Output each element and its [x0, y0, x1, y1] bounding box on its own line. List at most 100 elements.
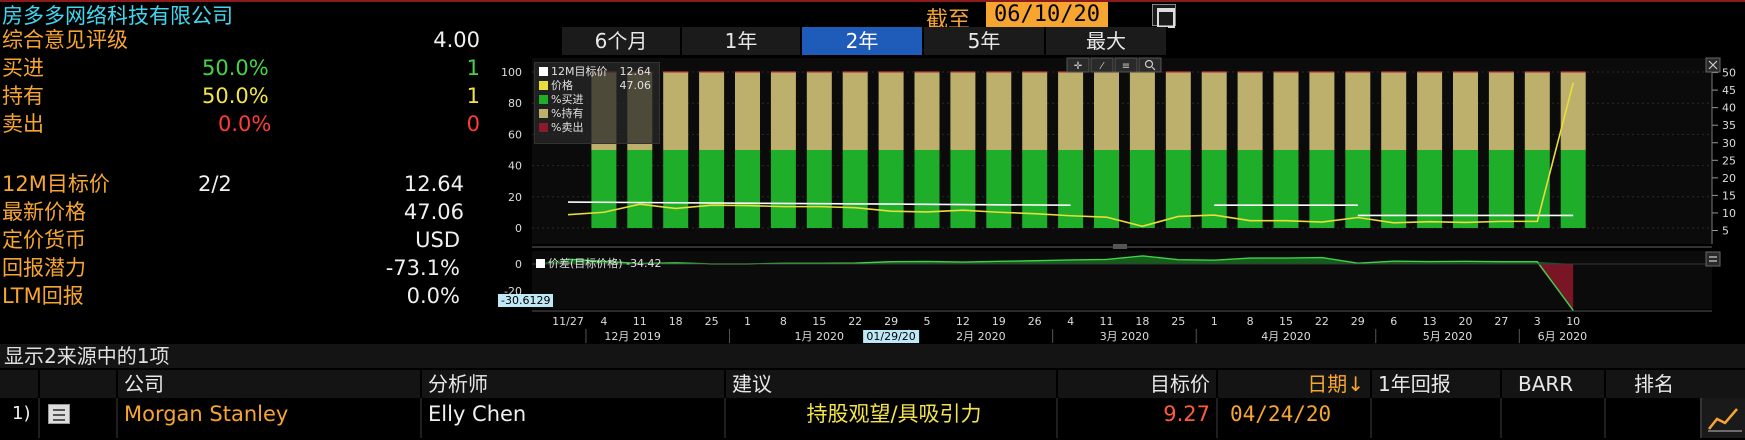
lower-legend: 价差(目标价格) -34.42 [536, 257, 662, 270]
bar-hold [1237, 72, 1263, 150]
upper-right-axis: 5 10 15 20 25 30 35 40 45 50 [1711, 58, 1736, 244]
trend-chart-icon[interactable] [1705, 403, 1745, 433]
bar-hold [878, 72, 904, 150]
tab-6-months[interactable]: 6个月 [562, 27, 682, 55]
y2-tick-label: 45 [1722, 84, 1736, 97]
consensus-value: 4.00 [433, 28, 480, 52]
header-target[interactable]: 目标价 [1056, 370, 1216, 398]
bar-hold [950, 72, 976, 150]
consensus-label: 综合意见评级 [2, 28, 128, 52]
hold-label: 持有 [2, 84, 44, 108]
bar-hold [914, 72, 940, 150]
x-tick-label: 27 [1494, 315, 1508, 328]
row-index: 1) [12, 403, 31, 424]
bar-hold [1058, 72, 1084, 150]
bar-hold [770, 72, 796, 150]
x-tick-label: 10 [1566, 315, 1580, 328]
document-icon[interactable] [48, 404, 70, 424]
y2-tick-label: 40 [1722, 102, 1736, 115]
list-icon[interactable]: ≡ [1122, 61, 1130, 72]
x-tick-label: 26 [1028, 315, 1042, 328]
x-tick-label: 19 [992, 315, 1006, 328]
y-tick-label: 20 [508, 191, 522, 204]
x-tick-label: 5 [924, 315, 931, 328]
status-bar: 显示2来源中的1项 [0, 344, 1745, 368]
last-price-value: 47.06 [403, 200, 464, 224]
tab-1-year[interactable]: 1年 [682, 27, 802, 55]
bar-hold [1273, 72, 1299, 150]
header-index [0, 370, 38, 398]
sell-percent: 0.0% [218, 112, 272, 136]
bar-hold [1453, 72, 1478, 150]
header-recommendation[interactable]: 建议 [724, 370, 1056, 398]
legend-buy-label: %买进 [551, 93, 584, 106]
bar-buy [878, 150, 904, 228]
header-icon [38, 370, 116, 398]
upper-left-axis: 0 20 40 60 80 100 [501, 66, 522, 235]
header-date[interactable]: 日期↓ [1216, 370, 1370, 398]
table-row[interactable]: 1) Morgan Stanley Elly Chen 持股观望/具吸引力 9.… [0, 398, 1745, 438]
hold-percent: 50.0% [202, 84, 269, 108]
y2-tick-label: 50 [1722, 67, 1736, 80]
header-rank[interactable]: 排名 [1604, 370, 1700, 398]
ltm-return-label: LTM回报 [2, 284, 84, 308]
ltm-return-value: 0.0% [406, 284, 460, 308]
header-1y-return[interactable]: 1年回报 [1370, 370, 1500, 398]
tab-2-years[interactable]: 2年 [802, 27, 924, 55]
header-company[interactable]: 公司 [116, 370, 420, 398]
bar-buy [1345, 150, 1371, 228]
bar-hold [1022, 72, 1048, 150]
x-tick-label: 4 [600, 315, 607, 328]
bar-buy [1381, 150, 1407, 228]
legend-swatch-hold [539, 109, 548, 118]
bar-hold [663, 72, 689, 150]
crosshair-icon[interactable]: ✛ [1074, 61, 1083, 72]
header-barr[interactable]: BARR [1500, 370, 1604, 398]
bar-hold [1417, 72, 1443, 150]
tab-max[interactable]: 最大 [1046, 27, 1168, 55]
splitter-handle[interactable] [1113, 244, 1127, 249]
bar-buy [914, 150, 940, 228]
legend-swatch-buy [539, 95, 548, 104]
last-price-label: 最新价格 [2, 200, 86, 224]
row-analyst[interactable]: Elly Chen [420, 398, 724, 438]
sell-count: 0 [466, 112, 480, 136]
bar-buy [842, 150, 868, 228]
upper-chart-background [532, 58, 1712, 244]
zoom-icon[interactable] [1144, 59, 1154, 69]
bar-hold [986, 72, 1012, 150]
table-header: 公司 分析师 建议 目标价 日期↓ 1年回报 BARR 排名 [0, 370, 1745, 398]
lower-spread-chart [532, 255, 1712, 311]
x-tick-label: 11/27 [552, 315, 584, 328]
bar-hold [1309, 72, 1335, 150]
x-tick-label: 8 [1247, 315, 1254, 328]
bar-hold [1524, 72, 1550, 150]
x-tick-label: 11 [633, 315, 647, 328]
tab-5-years[interactable]: 5年 [924, 27, 1046, 55]
bar-hold [1345, 72, 1371, 150]
upper-legend: 12M目标价 12.64 价格 47.06 %买进 %持有 %卖出 [534, 62, 660, 144]
row-company[interactable]: Morgan Stanley [116, 398, 420, 438]
bar-buy [950, 150, 976, 228]
x-tick-label: 13 [1423, 315, 1437, 328]
header-analyst[interactable]: 分析师 [420, 370, 724, 398]
currency-label: 定价货币 [2, 228, 86, 252]
x-highlight-label: 01/29/20 [866, 330, 915, 343]
legend-sell-label: %卖出 [551, 121, 584, 134]
bar-buy [663, 150, 689, 228]
bar-buy [1273, 150, 1299, 228]
x-month-label: 3月 2020 [1100, 330, 1150, 343]
row-target: 9.27 [1056, 398, 1216, 438]
as-of-date-input[interactable]: 06/10/20 [986, 2, 1108, 28]
bar-hold [735, 72, 760, 150]
draw-line-icon[interactable]: ⁄ [1099, 61, 1105, 72]
legend-swatch-sell [539, 123, 548, 132]
x-tick-label: 29 [1351, 315, 1365, 328]
x-tick-label: 11 [1100, 315, 1114, 328]
expand-lower-chart-icon[interactable] [1705, 251, 1721, 267]
x-month-label: 4月 2020 [1261, 330, 1311, 343]
y-tick-label: 60 [508, 128, 522, 141]
calendar-icon[interactable] [1152, 4, 1176, 28]
y2-tick-label: 35 [1722, 119, 1736, 132]
x-month-label: 6月 2020 [1538, 330, 1588, 343]
